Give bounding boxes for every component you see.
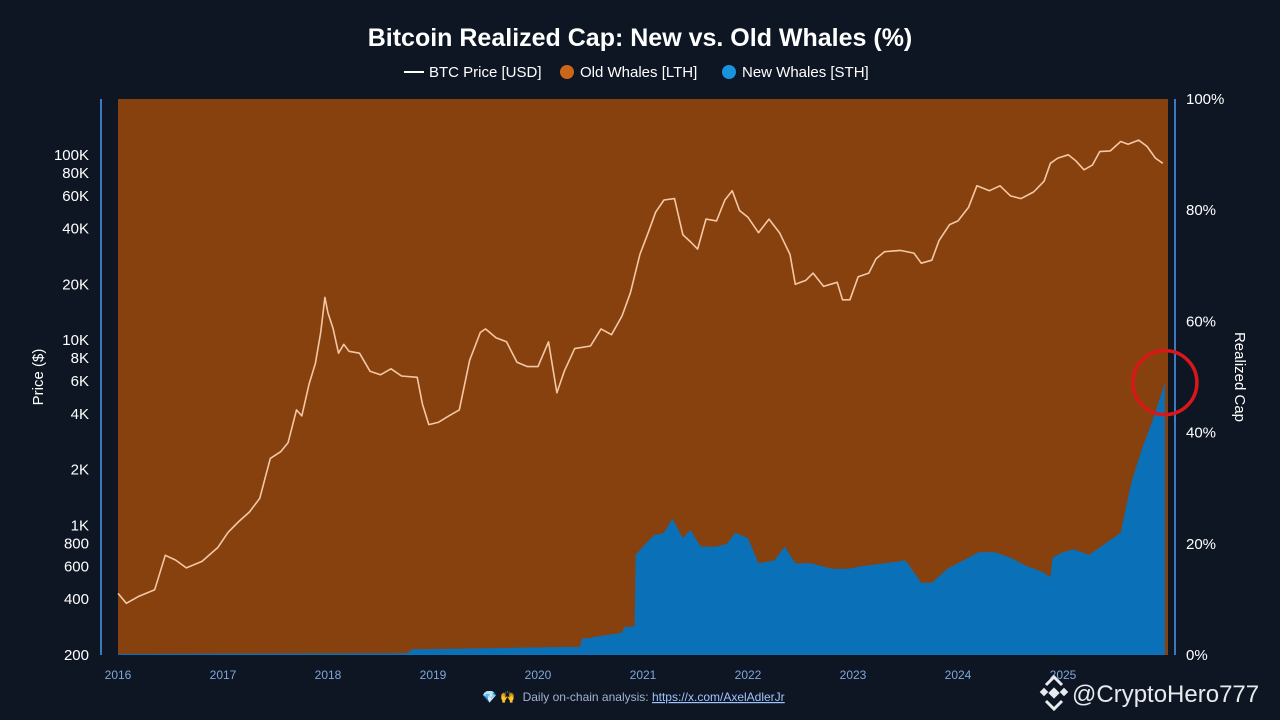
legend-price-label[interactable]: BTC Price [USD] — [429, 64, 542, 81]
x-tick-label: 2020 — [525, 668, 552, 682]
x-tick-label: 2024 — [945, 668, 972, 682]
new-whales-area — [118, 382, 1165, 655]
right-tick-label: 20% — [1186, 536, 1216, 553]
watermark-text: @CryptoHero777 — [1072, 681, 1259, 708]
right-axis-ticks: 0% 20% 40% 60% 80% 100% — [1186, 91, 1224, 664]
x-tick-label: 2021 — [630, 668, 657, 682]
left-tick-label: 100K — [54, 147, 89, 164]
highlight-circle — [1131, 348, 1199, 417]
left-tick-label: 2K — [71, 462, 89, 479]
right-tick-label: 80% — [1186, 202, 1216, 219]
btc-price-line — [117, 139, 1164, 605]
right-tick-label: 0% — [1186, 647, 1208, 664]
legend: BTC Price [USD] Old Whales [LTH] New Wha… — [404, 64, 869, 81]
x-tick-label: 2022 — [735, 668, 762, 682]
left-tick-label: 60K — [62, 188, 89, 205]
right-axis-label: Realized Cap — [1231, 332, 1248, 422]
left-tick-label: 400 — [64, 591, 89, 608]
x-tick-label: 2023 — [840, 668, 867, 682]
legend-old-whales-dot-icon — [560, 65, 574, 79]
footer-prefix: Daily on-chain analysis: — [523, 690, 652, 704]
left-tick-label: 10K — [62, 332, 89, 349]
right-tick-label: 40% — [1186, 425, 1216, 442]
x-tick-label: 2016 — [105, 668, 132, 682]
x-tick-label: 2017 — [210, 668, 237, 682]
left-tick-label: 800 — [64, 535, 89, 552]
x-tick-label: 2019 — [420, 668, 447, 682]
left-tick-label: 8K — [71, 350, 89, 367]
left-tick-label: 1K — [71, 518, 89, 535]
left-tick-label: 4K — [71, 406, 89, 423]
left-tick-label: 40K — [62, 221, 89, 238]
left-tick-label: 600 — [64, 559, 89, 576]
left-tick-label: 80K — [62, 165, 89, 182]
x-tick-label: 2018 — [315, 668, 342, 682]
x-tick-label: 2025 — [1050, 668, 1077, 682]
footer-text: 💎 🙌 Daily on-chain analysis: https://x.c… — [482, 690, 785, 704]
left-tick-label: 20K — [62, 276, 89, 293]
right-tick-label: 60% — [1186, 313, 1216, 330]
left-tick-label: 6K — [71, 373, 89, 390]
footer-link[interactable]: https://x.com/AxelAdlerJr — [652, 690, 785, 704]
chart-title: Bitcoin Realized Cap: New vs. Old Whales… — [368, 24, 913, 52]
x-axis-ticks: 2016 2017 2018 2019 2020 2021 2022 2023 2024 2025 — [105, 668, 1077, 682]
footer-icons: 💎 🙌 — [482, 690, 515, 704]
left-tick-label: 200 — [64, 647, 89, 664]
watermark: @CryptoHero777 — [1039, 674, 1259, 712]
left-axis-label: Price ($) — [30, 349, 47, 406]
legend-new-whales-dot-icon — [722, 65, 736, 79]
right-tick-label: 100% — [1186, 91, 1224, 108]
legend-old-whales-label[interactable]: Old Whales [LTH] — [580, 64, 697, 81]
legend-new-whales-label[interactable]: New Whales [STH] — [742, 64, 869, 81]
